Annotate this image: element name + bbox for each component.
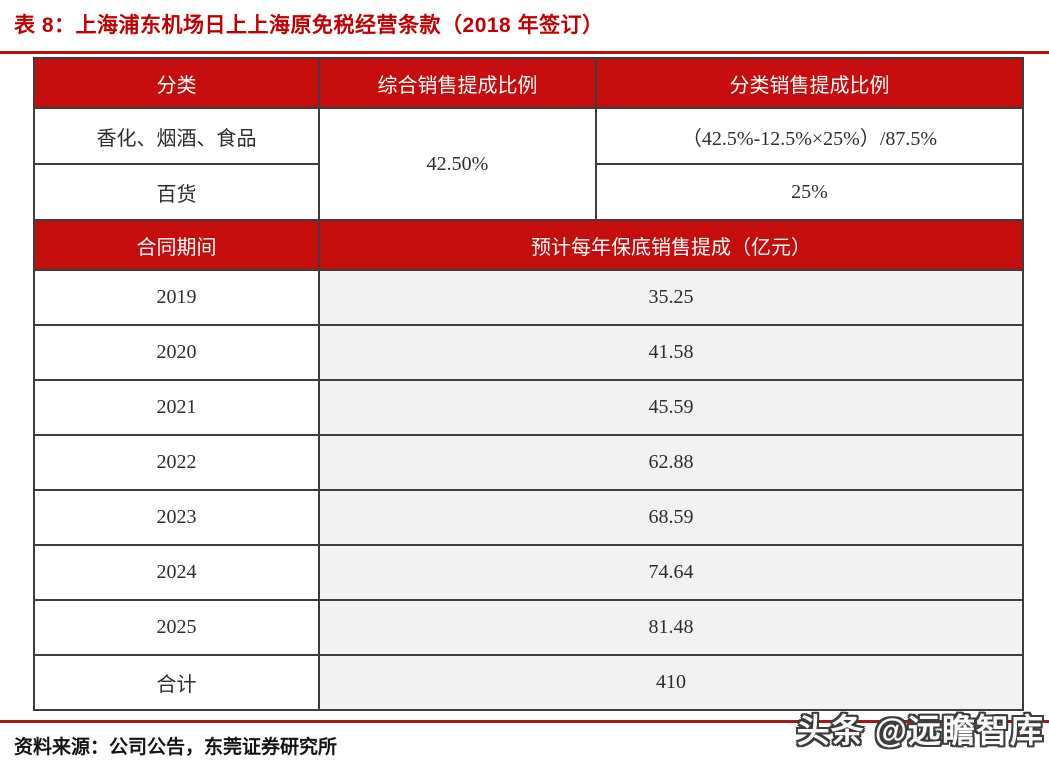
period-cell: 2024	[33, 544, 320, 601]
table-row: 2022 62.88	[33, 434, 1024, 491]
table-row: 2023 68.59	[33, 489, 1024, 546]
value-cell: 74.64	[318, 544, 1024, 601]
category-cell: 百货	[33, 163, 320, 221]
footer-divider	[0, 720, 1049, 723]
header-category: 分类	[33, 57, 320, 109]
category-rate-cell: （42.5%-12.5%×25%）/87.5%	[595, 107, 1024, 165]
table-title: 表 8：上海浦东机场日上上海原免税经营条款（2018 年签订）	[14, 14, 604, 37]
commission-header-row: 分类 综合销售提成比例 分类销售提成比例	[33, 57, 1024, 109]
value-cell: 35.25	[318, 269, 1024, 326]
table-row: 2021 45.59	[33, 379, 1024, 436]
header-category-rate: 分类销售提成比例	[595, 57, 1024, 109]
overall-rate-cell: 42.50%	[318, 107, 597, 221]
header-contract-period: 合同期间	[33, 219, 320, 271]
table-row: 香化、烟酒、食品 42.50% （42.5%-12.5%×25%）/87.5%	[33, 107, 1024, 221]
table-row: 合计 410	[33, 654, 1024, 711]
total-label-cell: 合计	[33, 654, 320, 711]
table-row: 2019 35.25	[33, 269, 1024, 326]
header-overall-rate: 综合销售提成比例	[318, 57, 597, 109]
total-value-cell: 410	[318, 654, 1024, 711]
period-cell: 2020	[33, 324, 320, 381]
period-cell: 2023	[33, 489, 320, 546]
period-cell: 2021	[33, 379, 320, 436]
value-cell: 62.88	[318, 434, 1024, 491]
duty-free-terms-table: 分类 综合销售提成比例 分类销售提成比例 香化、烟酒、食品 42.50% （42…	[33, 57, 1024, 711]
table-row: 百货 25%	[33, 163, 1024, 221]
title-divider	[0, 51, 1049, 54]
period-cell: 2019	[33, 269, 320, 326]
period-cell: 2025	[33, 599, 320, 656]
table-row: 2020 41.58	[33, 324, 1024, 381]
value-cell: 41.58	[318, 324, 1024, 381]
value-cell: 68.59	[318, 489, 1024, 546]
header-guaranteed-commission: 预计每年保底销售提成（亿元）	[318, 219, 1024, 271]
source-note: 资料来源：公司公告，东莞证券研究所	[14, 737, 338, 758]
value-cell: 81.48	[318, 599, 1024, 656]
table-row: 2024 74.64	[33, 544, 1024, 601]
value-cell: 45.59	[318, 379, 1024, 436]
table-row: 2025 81.48	[33, 599, 1024, 656]
category-rate-cell: 25%	[595, 163, 1024, 221]
watermark-text: 头条 @远瞻智库	[796, 712, 1044, 749]
category-cell: 香化、烟酒、食品	[33, 107, 320, 165]
period-cell: 2022	[33, 434, 320, 491]
period-header-row: 合同期间 预计每年保底销售提成（亿元）	[33, 219, 1024, 271]
